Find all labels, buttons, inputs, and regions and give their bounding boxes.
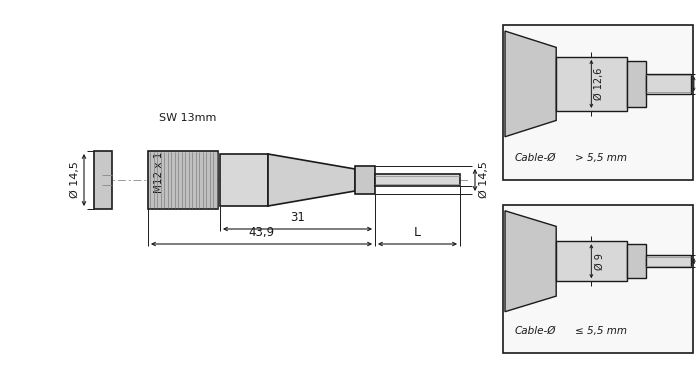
Text: Cable-Ø: Cable-Ø: [515, 153, 556, 163]
Text: > 5,5 mm: > 5,5 mm: [575, 153, 627, 163]
Text: L: L: [414, 226, 421, 239]
Bar: [375, 174, 460, 186]
Text: Cable-Ø: Cable-Ø: [515, 326, 556, 336]
Text: M12 x 1: M12 x 1: [154, 151, 164, 193]
Text: Ø 14,5: Ø 14,5: [479, 162, 489, 198]
Bar: [627, 61, 645, 107]
Text: SW 13mm: SW 13mm: [160, 113, 217, 123]
Bar: [148, 151, 218, 209]
Text: Ø 12,6: Ø 12,6: [595, 68, 604, 100]
Text: Ø 14,5: Ø 14,5: [70, 162, 80, 198]
Bar: [503, 25, 693, 180]
Bar: [645, 74, 691, 94]
Bar: [220, 154, 268, 206]
Text: Ø 9: Ø 9: [595, 253, 604, 270]
Polygon shape: [268, 154, 355, 206]
Bar: [355, 166, 375, 194]
Bar: [645, 255, 691, 267]
Text: 43,9: 43,9: [248, 226, 275, 239]
Bar: [556, 57, 627, 111]
Polygon shape: [505, 31, 556, 137]
Bar: [94, 151, 112, 209]
Text: ≤ 5,5 mm: ≤ 5,5 mm: [575, 326, 627, 336]
Bar: [556, 241, 627, 281]
Polygon shape: [505, 211, 556, 312]
Bar: [503, 205, 693, 353]
Text: 31: 31: [290, 211, 305, 224]
Bar: [627, 244, 645, 278]
